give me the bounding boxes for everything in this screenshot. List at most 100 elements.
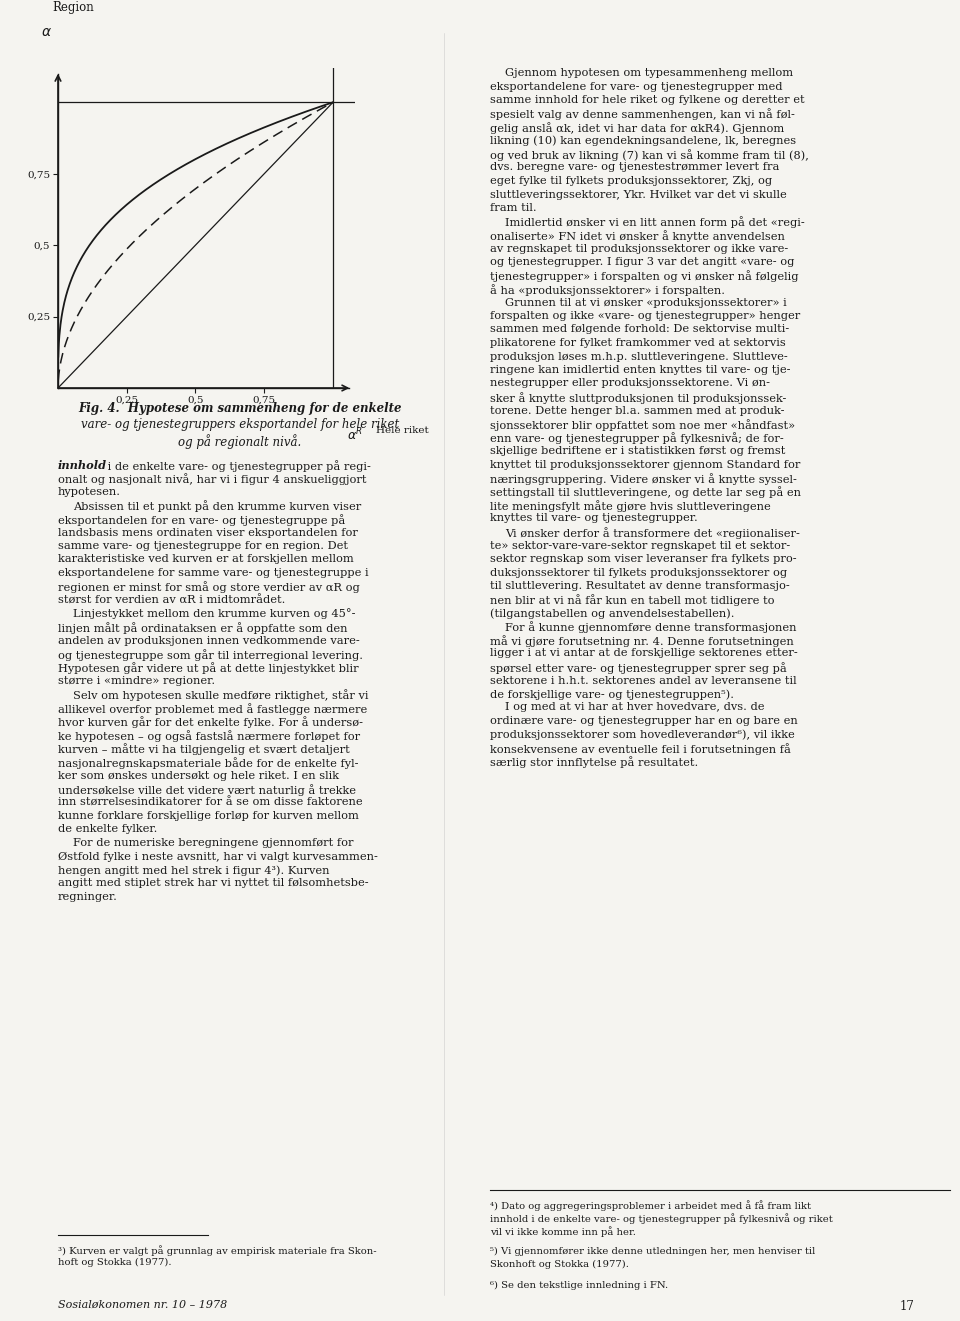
Text: Vi ønsker derfor å transformere det «regiionaliser-: Vi ønsker derfor å transformere det «reg… [505, 527, 800, 539]
Text: $\alpha$: $\alpha$ [41, 25, 52, 40]
Text: sjonssektorer blir oppfattet som noe mer «håndfast»: sjonssektorer blir oppfattet som noe mer… [490, 419, 795, 431]
Text: settingstall til sluttleveringene, og dette lar seg på en: settingstall til sluttleveringene, og de… [490, 486, 801, 498]
Text: eget fylke til fylkets produksjonssektorer, Zkj, og: eget fylke til fylkets produksjonssektor… [490, 176, 772, 186]
Text: Sosialøkonomen nr. 10 – 1978: Sosialøkonomen nr. 10 – 1978 [58, 1300, 228, 1310]
Text: karakteristiske ved kurven er at forskjellen mellom: karakteristiske ved kurven er at forskje… [58, 555, 353, 564]
Text: ke hypotesen – og også fastslå nærmere forløpet for: ke hypotesen – og også fastslå nærmere f… [58, 731, 360, 742]
Text: vare- og tjenestegruppers eksportandel for hele riket: vare- og tjenestegruppers eksportandel f… [81, 417, 399, 431]
Text: produksjon løses m.h.p. sluttleveringene. Sluttleve-: produksjon løses m.h.p. sluttleveringene… [490, 351, 788, 362]
Text: sluttleveringssektorer, Ykr. Hvilket var det vi skulle: sluttleveringssektorer, Ykr. Hvilket var… [490, 189, 787, 199]
Text: spørsel etter vare- og tjenestegrupper sprer seg på: spørsel etter vare- og tjenestegrupper s… [490, 662, 787, 674]
Text: Østfold fylke i neste avsnitt, har vi valgt kurvesammen-: Østfold fylke i neste avsnitt, har vi va… [58, 852, 378, 861]
Text: Absissen til et punkt på den krumme kurven viser: Absissen til et punkt på den krumme kurv… [73, 501, 361, 513]
Text: ⁴) Dato og aggregeringsproblemer i arbeidet med å få fram likt: ⁴) Dato og aggregeringsproblemer i arbei… [490, 1199, 811, 1211]
Text: Hypotesen går videre ut på at dette linjestykket blir: Hypotesen går videre ut på at dette linj… [58, 663, 359, 674]
Text: Hele riket: Hele riket [375, 427, 428, 436]
Text: regninger.: regninger. [58, 892, 118, 902]
Text: de forskjellige vare- og tjenestegruppen⁵).: de forskjellige vare- og tjenestegruppen… [490, 690, 734, 700]
Text: sker å knytte sluttproduksjonen til produksjonssek-: sker å knytte sluttproduksjonen til prod… [490, 392, 786, 404]
Text: nen blir at vi nå får kun en tabell mot tidligere to: nen blir at vi nå får kun en tabell mot … [490, 594, 775, 606]
Text: knyttet til produksjonssektorer gjennom Standard for: knyttet til produksjonssektorer gjennom … [490, 460, 801, 469]
Text: For de numeriske beregningene gjennomført for: For de numeriske beregningene gjennomfør… [73, 838, 353, 848]
Text: nasjonalregnskapsmateriale både for de enkelte fyl-: nasjonalregnskapsmateriale både for de e… [58, 757, 358, 769]
Text: Region: Region [52, 0, 94, 13]
Text: onaliserte» FN idet vi ønsker å knytte anvendelsen: onaliserte» FN idet vi ønsker å knytte a… [490, 230, 785, 242]
Text: Linjestykket mellom den krumme kurven og 45°-: Linjestykket mellom den krumme kurven og… [73, 609, 355, 620]
Text: og tjenestegrupper. I figur 3 var det angitt «vare- og: og tjenestegrupper. I figur 3 var det an… [490, 258, 794, 267]
Text: større i «mindre» regioner.: større i «mindre» regioner. [58, 676, 215, 686]
Text: sektor regnskap som viser leveranser fra fylkets pro-: sektor regnskap som viser leveranser fra… [490, 553, 797, 564]
Text: ligger i at vi antar at de forskjellige sektorenes etter-: ligger i at vi antar at de forskjellige … [490, 649, 798, 658]
Text: ringene kan imidlertid enten knyttes til vare- og tje-: ringene kan imidlertid enten knyttes til… [490, 365, 790, 375]
Text: produksjonssektorer som hovedleverandør⁶), vil ikke: produksjonssektorer som hovedleverandør⁶… [490, 729, 795, 740]
Text: plikatorene for fylket framkommer ved at sektorvis: plikatorene for fylket framkommer ved at… [490, 338, 785, 347]
Text: lite meningsfylt måte gjøre hvis sluttleveringene: lite meningsfylt måte gjøre hvis sluttle… [490, 501, 771, 511]
Text: (tilgangstabellen og anvendelsestabellen).: (tilgangstabellen og anvendelsestabellen… [490, 608, 734, 618]
Text: te» sektor-vare-vare-sektor regnskapet til et sektor-: te» sektor-vare-vare-sektor regnskapet t… [490, 540, 790, 551]
Text: undersøkelse ville det videre vært naturlig å trekke: undersøkelse ville det videre vært natur… [58, 783, 356, 795]
Text: konsekvensene av eventuelle feil i forutsetningen få: konsekvensene av eventuelle feil i forut… [490, 742, 791, 754]
Text: andelen av produksjonen innen vedkommende vare-: andelen av produksjonen innen vedkommend… [58, 635, 360, 646]
Text: For å kunne gjennomføre denne transformasjonen: For å kunne gjennomføre denne transforma… [505, 621, 797, 633]
Text: fram til.: fram til. [490, 203, 537, 213]
Text: Fig. 4.  Hypotese om sammenheng for de enkelte: Fig. 4. Hypotese om sammenheng for de en… [79, 402, 401, 415]
Text: enn vare- og tjenestegrupper på fylkesnivå; de for-: enn vare- og tjenestegrupper på fylkesni… [490, 432, 783, 444]
Text: samme vare- og tjenestegruppe for en region. Det: samme vare- og tjenestegruppe for en reg… [58, 542, 348, 551]
Text: hypotesen.: hypotesen. [58, 487, 121, 497]
Text: særlig stor innflytelse på resultatet.: særlig stor innflytelse på resultatet. [490, 757, 698, 769]
Text: de enkelte fylker.: de enkelte fylker. [58, 824, 157, 835]
Text: knyttes til vare- og tjenestegrupper.: knyttes til vare- og tjenestegrupper. [490, 514, 698, 523]
Text: torene. Dette henger bl.a. sammen med at produk-: torene. Dette henger bl.a. sammen med at… [490, 406, 784, 416]
Text: vil vi ikke komme inn på her.: vil vi ikke komme inn på her. [490, 1226, 636, 1236]
Text: forspalten og ikke «vare- og tjenestegrupper» henger: forspalten og ikke «vare- og tjenestegru… [490, 310, 801, 321]
Text: likning (10) kan egendekningsandelene, lk, beregnes: likning (10) kan egendekningsandelene, l… [490, 136, 796, 147]
Text: Gjennom hypotesen om typesammenheng mellom: Gjennom hypotesen om typesammenheng mell… [505, 67, 793, 78]
Text: allikevel overfor problemet med å fastlegge nærmere: allikevel overfor problemet med å fastle… [58, 703, 368, 715]
Text: av regnskapet til produksjonssektorer og ikke vare-: av regnskapet til produksjonssektorer og… [490, 243, 788, 254]
Text: eksportandelene for samme vare- og tjenestegruppe i: eksportandelene for samme vare- og tjene… [58, 568, 369, 579]
Text: innhold i de enkelte vare- og tjenestegrupper på fylkesnivå og riket: innhold i de enkelte vare- og tjenestegr… [490, 1213, 832, 1223]
Text: må vi gjøre forutsetning nr. 4. Denne forutsetningen: må vi gjøre forutsetning nr. 4. Denne fo… [490, 635, 794, 647]
Text: ⁶) Se den tekstlige innledning i FN.: ⁶) Se den tekstlige innledning i FN. [490, 1280, 668, 1289]
Text: ordinære vare- og tjenestegrupper har en og bare en: ordinære vare- og tjenestegrupper har en… [490, 716, 798, 727]
Text: til sluttlevering. Resultatet av denne transformasjo-: til sluttlevering. Resultatet av denne t… [490, 581, 790, 590]
Text: dvs. beregne vare- og tjenestestrømmer levert fra: dvs. beregne vare- og tjenestestrømmer l… [490, 162, 780, 173]
Text: Imidlertid ønsker vi en litt annen form på det «regi-: Imidlertid ønsker vi en litt annen form … [505, 217, 804, 229]
Text: 17: 17 [900, 1300, 915, 1313]
Text: kurven – måtte vi ha tilgjengelig et svært detaljert: kurven – måtte vi ha tilgjengelig et svæ… [58, 744, 349, 756]
Text: regionen er minst for små og store verdier av αR og: regionen er minst for små og store verdi… [58, 581, 360, 593]
Text: hoft og Stokka (1977).: hoft og Stokka (1977). [58, 1258, 172, 1267]
Text: tjenestegrupper» i forspalten og vi ønsker nå følgelig: tjenestegrupper» i forspalten og vi ønsk… [490, 271, 799, 283]
Text: duksjonssektorer til fylkets produksjonssektorer og: duksjonssektorer til fylkets produksjons… [490, 568, 787, 577]
Text: og tjenestegruppe som går til interregional levering.: og tjenestegruppe som går til interregio… [58, 649, 363, 660]
Text: og på regionalt nivå.: og på regionalt nivå. [179, 435, 301, 449]
Text: kunne forklare forskjellige forløp for kurven mellom: kunne forklare forskjellige forløp for k… [58, 811, 359, 820]
Text: inn størrelsesindikatorer for å se om disse faktorene: inn størrelsesindikatorer for å se om di… [58, 798, 363, 807]
Text: innhold: innhold [58, 460, 108, 472]
Text: samme innhold for hele riket og fylkene og deretter et: samme innhold for hele riket og fylkene … [490, 95, 804, 104]
Text: hvor kurven går for det enkelte fylke. For å undersø-: hvor kurven går for det enkelte fylke. F… [58, 716, 363, 728]
Text: spesielt valg av denne sammenhengen, kan vi nå føl-: spesielt valg av denne sammenhengen, kan… [490, 108, 795, 120]
Text: ³) Kurven er valgt på grunnlag av empirisk materiale fra Skon-: ³) Kurven er valgt på grunnlag av empiri… [58, 1244, 376, 1256]
Text: å ha «produksjonssektorer» i forspalten.: å ha «produksjonssektorer» i forspalten. [490, 284, 725, 296]
Text: $\alpha^R$: $\alpha^R$ [347, 427, 363, 443]
Text: linjen målt på ordinataksen er å oppfatte som den: linjen målt på ordinataksen er å oppfatt… [58, 622, 348, 634]
Text: landsbasis mens ordinaten viser eksportandelen for: landsbasis mens ordinaten viser eksporta… [58, 527, 358, 538]
Text: angitt med stiplet strek har vi nyttet til følsomhetsbe-: angitt med stiplet strek har vi nyttet t… [58, 878, 369, 889]
Text: Grunnen til at vi ønsker «produksjonssektorer» i: Grunnen til at vi ønsker «produksjonssek… [505, 297, 787, 308]
Text: hengen angitt med hel strek i figur 4³). Kurven: hengen angitt med hel strek i figur 4³).… [58, 865, 329, 876]
Text: og ved bruk av likning (7) kan vi så komme fram til (8),: og ved bruk av likning (7) kan vi så kom… [490, 149, 809, 161]
Text: ker som ønskes undersøkt og hele riket. I en slik: ker som ønskes undersøkt og hele riket. … [58, 770, 339, 781]
Text: Skonhoft og Stokka (1977).: Skonhoft og Stokka (1977). [490, 1260, 629, 1269]
Text: ⁵) Vi gjennomfører ikke denne utledningen her, men henviser til: ⁵) Vi gjennomfører ikke denne utledninge… [490, 1247, 815, 1256]
Text: skjellige bedriftene er i statistikken først og fremst: skjellige bedriftene er i statistikken f… [490, 446, 785, 456]
Text: nestegrupper eller produksjonssektorene. Vi øn-: nestegrupper eller produksjonssektorene.… [490, 379, 770, 388]
Text: næringsgruppering. Videre ønsker vi å knytte syssel-: næringsgruppering. Videre ønsker vi å kn… [490, 473, 797, 485]
Text: Selv om hypotesen skulle medføre riktighet, står vi: Selv om hypotesen skulle medføre riktigh… [73, 690, 369, 701]
Text: I og med at vi har at hver hovedvare, dvs. de: I og med at vi har at hver hovedvare, dv… [505, 703, 764, 712]
Text: sektorene i h.h.t. sektorenes andel av leveransene til: sektorene i h.h.t. sektorenes andel av l… [490, 675, 797, 686]
Text: i de enkelte vare- og tjenestegrupper på regi-: i de enkelte vare- og tjenestegrupper på… [104, 460, 371, 472]
Text: gelig anslå αk, idet vi har data for αkR4). Gjennom: gelig anslå αk, idet vi har data for αkR… [490, 122, 784, 133]
Text: eksportandelene for vare- og tjenestegrupper med: eksportandelene for vare- og tjenestegru… [490, 82, 782, 91]
Text: sammen med følgende forhold: De sektorvise multi-: sammen med følgende forhold: De sektorvi… [490, 325, 789, 334]
